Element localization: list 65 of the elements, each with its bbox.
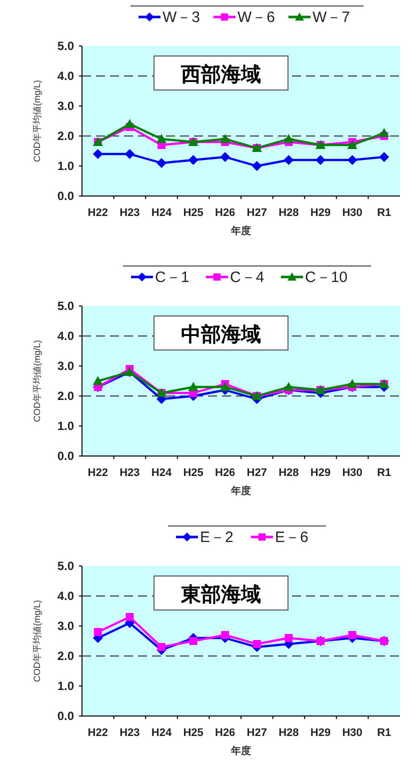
x-tick-label: H24 xyxy=(151,207,172,219)
legend-label: E－6 xyxy=(275,529,308,546)
x-tick-label: R1 xyxy=(377,467,392,479)
y-axis-title: COD年平均値(mg/L) xyxy=(32,340,42,422)
x-tick-label: H25 xyxy=(183,207,204,219)
legend-label: W－7 xyxy=(312,9,350,26)
text: 西部海域 xyxy=(180,63,261,86)
y-tick-label: 1.0 xyxy=(57,159,74,173)
x-tick-label: H30 xyxy=(342,727,362,739)
x-tick-label: H27 xyxy=(246,727,267,739)
x-tick-label: H26 xyxy=(215,207,236,219)
legend-label: E－2 xyxy=(200,529,234,546)
x-tick-label: H27 xyxy=(246,207,267,219)
y-tick-label: 0.0 xyxy=(57,449,74,463)
x-tick-label: H30 xyxy=(342,467,362,479)
x-axis-title: 年度 xyxy=(230,745,251,757)
y-axis-title: COD年平均値(mg/L) xyxy=(32,80,42,162)
legend-label: W－3 xyxy=(162,9,200,26)
x-tick-label: H25 xyxy=(183,467,204,479)
y-tick-label: 1.0 xyxy=(57,679,74,693)
x-tick-label: R1 xyxy=(377,207,392,219)
x-tick-label: H26 xyxy=(215,467,236,479)
legend-label: C－4 xyxy=(230,269,264,286)
y-tick-label: 2.0 xyxy=(57,649,74,663)
y-tick-label: 3.0 xyxy=(57,99,74,113)
x-tick-label: H23 xyxy=(120,727,140,739)
y-tick-label: 3.0 xyxy=(57,359,74,373)
x-axis-title: 年度 xyxy=(230,225,251,237)
x-tick-label: H27 xyxy=(246,467,267,479)
x-tick-label: H22 xyxy=(88,207,108,219)
y-axis-title: COD年平均値(mg/L) xyxy=(32,600,42,682)
x-tick-label: H23 xyxy=(120,207,140,219)
y-tick-label: 3.0 xyxy=(57,619,74,633)
x-tick-label: H29 xyxy=(310,467,331,479)
x-tick-label: H22 xyxy=(88,727,108,739)
legend-label: W－6 xyxy=(238,9,275,26)
text: 東部海域 xyxy=(180,583,261,606)
x-tick-label: H29 xyxy=(310,207,331,219)
x-tick-label: H30 xyxy=(342,207,362,219)
x-axis-title: 年度 xyxy=(230,485,251,497)
x-tick-label: R1 xyxy=(377,727,392,739)
x-tick-label: H24 xyxy=(151,467,172,479)
y-tick-label: 5.0 xyxy=(57,299,74,313)
x-tick-label: H23 xyxy=(120,467,140,479)
x-tick-label: H28 xyxy=(278,727,299,739)
legend-label: C－1 xyxy=(155,269,190,286)
y-tick-label: 5.0 xyxy=(57,559,74,573)
y-tick-label: 4.0 xyxy=(57,69,74,83)
x-tick-label: H24 xyxy=(151,727,172,739)
x-tick-label: H26 xyxy=(215,727,236,739)
x-tick-label: H25 xyxy=(183,727,204,739)
text: 中部海域 xyxy=(181,323,261,346)
y-tick-label: 5.0 xyxy=(57,39,74,53)
x-tick-label: H28 xyxy=(278,207,299,219)
y-tick-label: 0.0 xyxy=(57,189,74,203)
y-tick-label: 0.0 xyxy=(57,709,74,723)
legend-label: C－10 xyxy=(305,269,348,286)
y-tick-label: 2.0 xyxy=(57,129,74,143)
y-tick-label: 4.0 xyxy=(57,329,74,343)
x-tick-label: H22 xyxy=(88,467,108,479)
y-tick-label: 1.0 xyxy=(57,419,74,433)
x-tick-label: H29 xyxy=(310,727,331,739)
y-tick-label: 4.0 xyxy=(57,589,74,603)
x-tick-label: H28 xyxy=(278,467,299,479)
y-tick-label: 2.0 xyxy=(57,389,74,403)
